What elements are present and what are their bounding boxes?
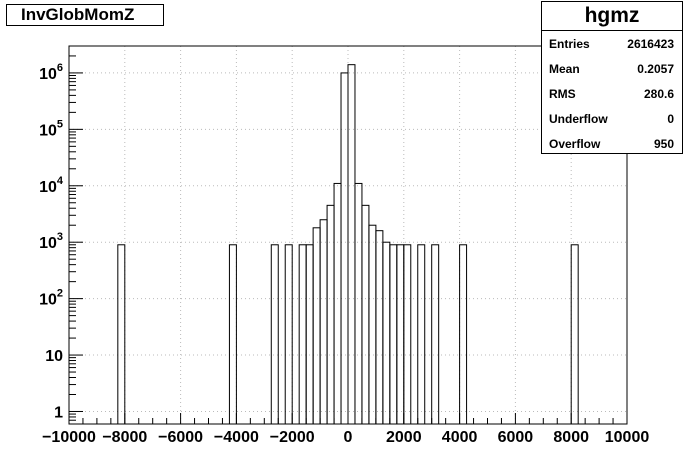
histogram-bin <box>361 204 370 425</box>
y-tick-label: 10 <box>45 348 63 365</box>
x-tick-label: −6000 <box>158 429 203 446</box>
x-tick-label: 2000 <box>386 429 422 446</box>
histogram-bin <box>347 64 356 425</box>
x-tick-label: −4000 <box>214 429 259 446</box>
x-tick-label: 0 <box>344 429 353 446</box>
stats-value: 280.6 <box>643 86 674 101</box>
histogram-bin <box>312 227 321 425</box>
y-tick-label: 104 <box>39 175 64 196</box>
stats-name: hgmz <box>542 2 682 31</box>
x-tick-label: −10000 <box>42 429 96 446</box>
histogram-bin <box>396 244 405 425</box>
y-tick-label: 106 <box>39 62 63 83</box>
histogram-bin <box>340 72 349 425</box>
stats-value: 0.2057 <box>637 61 674 76</box>
histogram-bin <box>375 230 384 425</box>
histogram-bin <box>270 244 279 425</box>
histogram-bin <box>570 244 579 425</box>
histogram-bin <box>319 219 328 425</box>
y-tick-label: 105 <box>39 118 63 139</box>
histogram-bin <box>431 244 440 425</box>
histogram-bin <box>305 244 314 425</box>
stats-label: Entries <box>549 36 590 51</box>
x-tick-label: 8000 <box>553 429 589 446</box>
stats-value: 2616423 <box>627 36 674 51</box>
stats-value: 0 <box>667 111 674 126</box>
grid-lines <box>69 46 627 424</box>
y-axis: 1 10 102 103 104 105 106 <box>39 45 83 425</box>
histogram-bin <box>117 244 126 425</box>
histogram-bars <box>117 64 579 425</box>
stats-row-entries: Entries 2616423 <box>542 31 682 56</box>
x-tick-label: 6000 <box>498 429 534 446</box>
x-tick-label: 4000 <box>442 429 478 446</box>
histogram-bin <box>382 241 391 425</box>
x-axis: −10000 −8000 −6000 −4000 −2000 0 2000 4000 6000 8… <box>42 413 649 446</box>
histogram-title: InvGlobMomZ <box>6 4 164 26</box>
histogram-bin <box>403 244 412 425</box>
stats-row-underflow: Underflow 0 <box>542 106 682 131</box>
stats-row-mean: Mean 0.2057 <box>542 56 682 81</box>
histogram-bin <box>389 244 398 425</box>
histogram-bin <box>284 244 293 425</box>
histogram-bin <box>326 204 335 425</box>
histogram-bin <box>298 244 307 425</box>
x-tick-label: −8000 <box>102 429 147 446</box>
stats-label: RMS <box>549 86 576 101</box>
stats-label: Overflow <box>549 136 601 151</box>
histogram-bin <box>354 182 363 425</box>
y-tick-label: 102 <box>39 288 63 309</box>
stats-value: 950 <box>653 136 674 151</box>
x-tick-label: 10000 <box>605 429 650 446</box>
stats-label: Underflow <box>549 111 608 126</box>
x-tick-label: −2000 <box>270 429 315 446</box>
histogram-bin <box>333 182 342 425</box>
histogram-bin <box>417 244 426 425</box>
y-tick-label: 103 <box>39 231 63 252</box>
histogram-bin <box>368 224 377 425</box>
y-tick-label: 1 <box>54 404 63 421</box>
stats-label: Mean <box>549 61 580 76</box>
histogram-bin <box>459 244 468 425</box>
stats-box: hgmz Entries 2616423 Mean 0.2057 RMS 280… <box>541 1 683 154</box>
stats-row-rms: RMS 280.6 <box>542 81 682 106</box>
stats-row-overflow: Overflow 950 <box>542 131 682 156</box>
histogram-bin <box>228 244 237 425</box>
